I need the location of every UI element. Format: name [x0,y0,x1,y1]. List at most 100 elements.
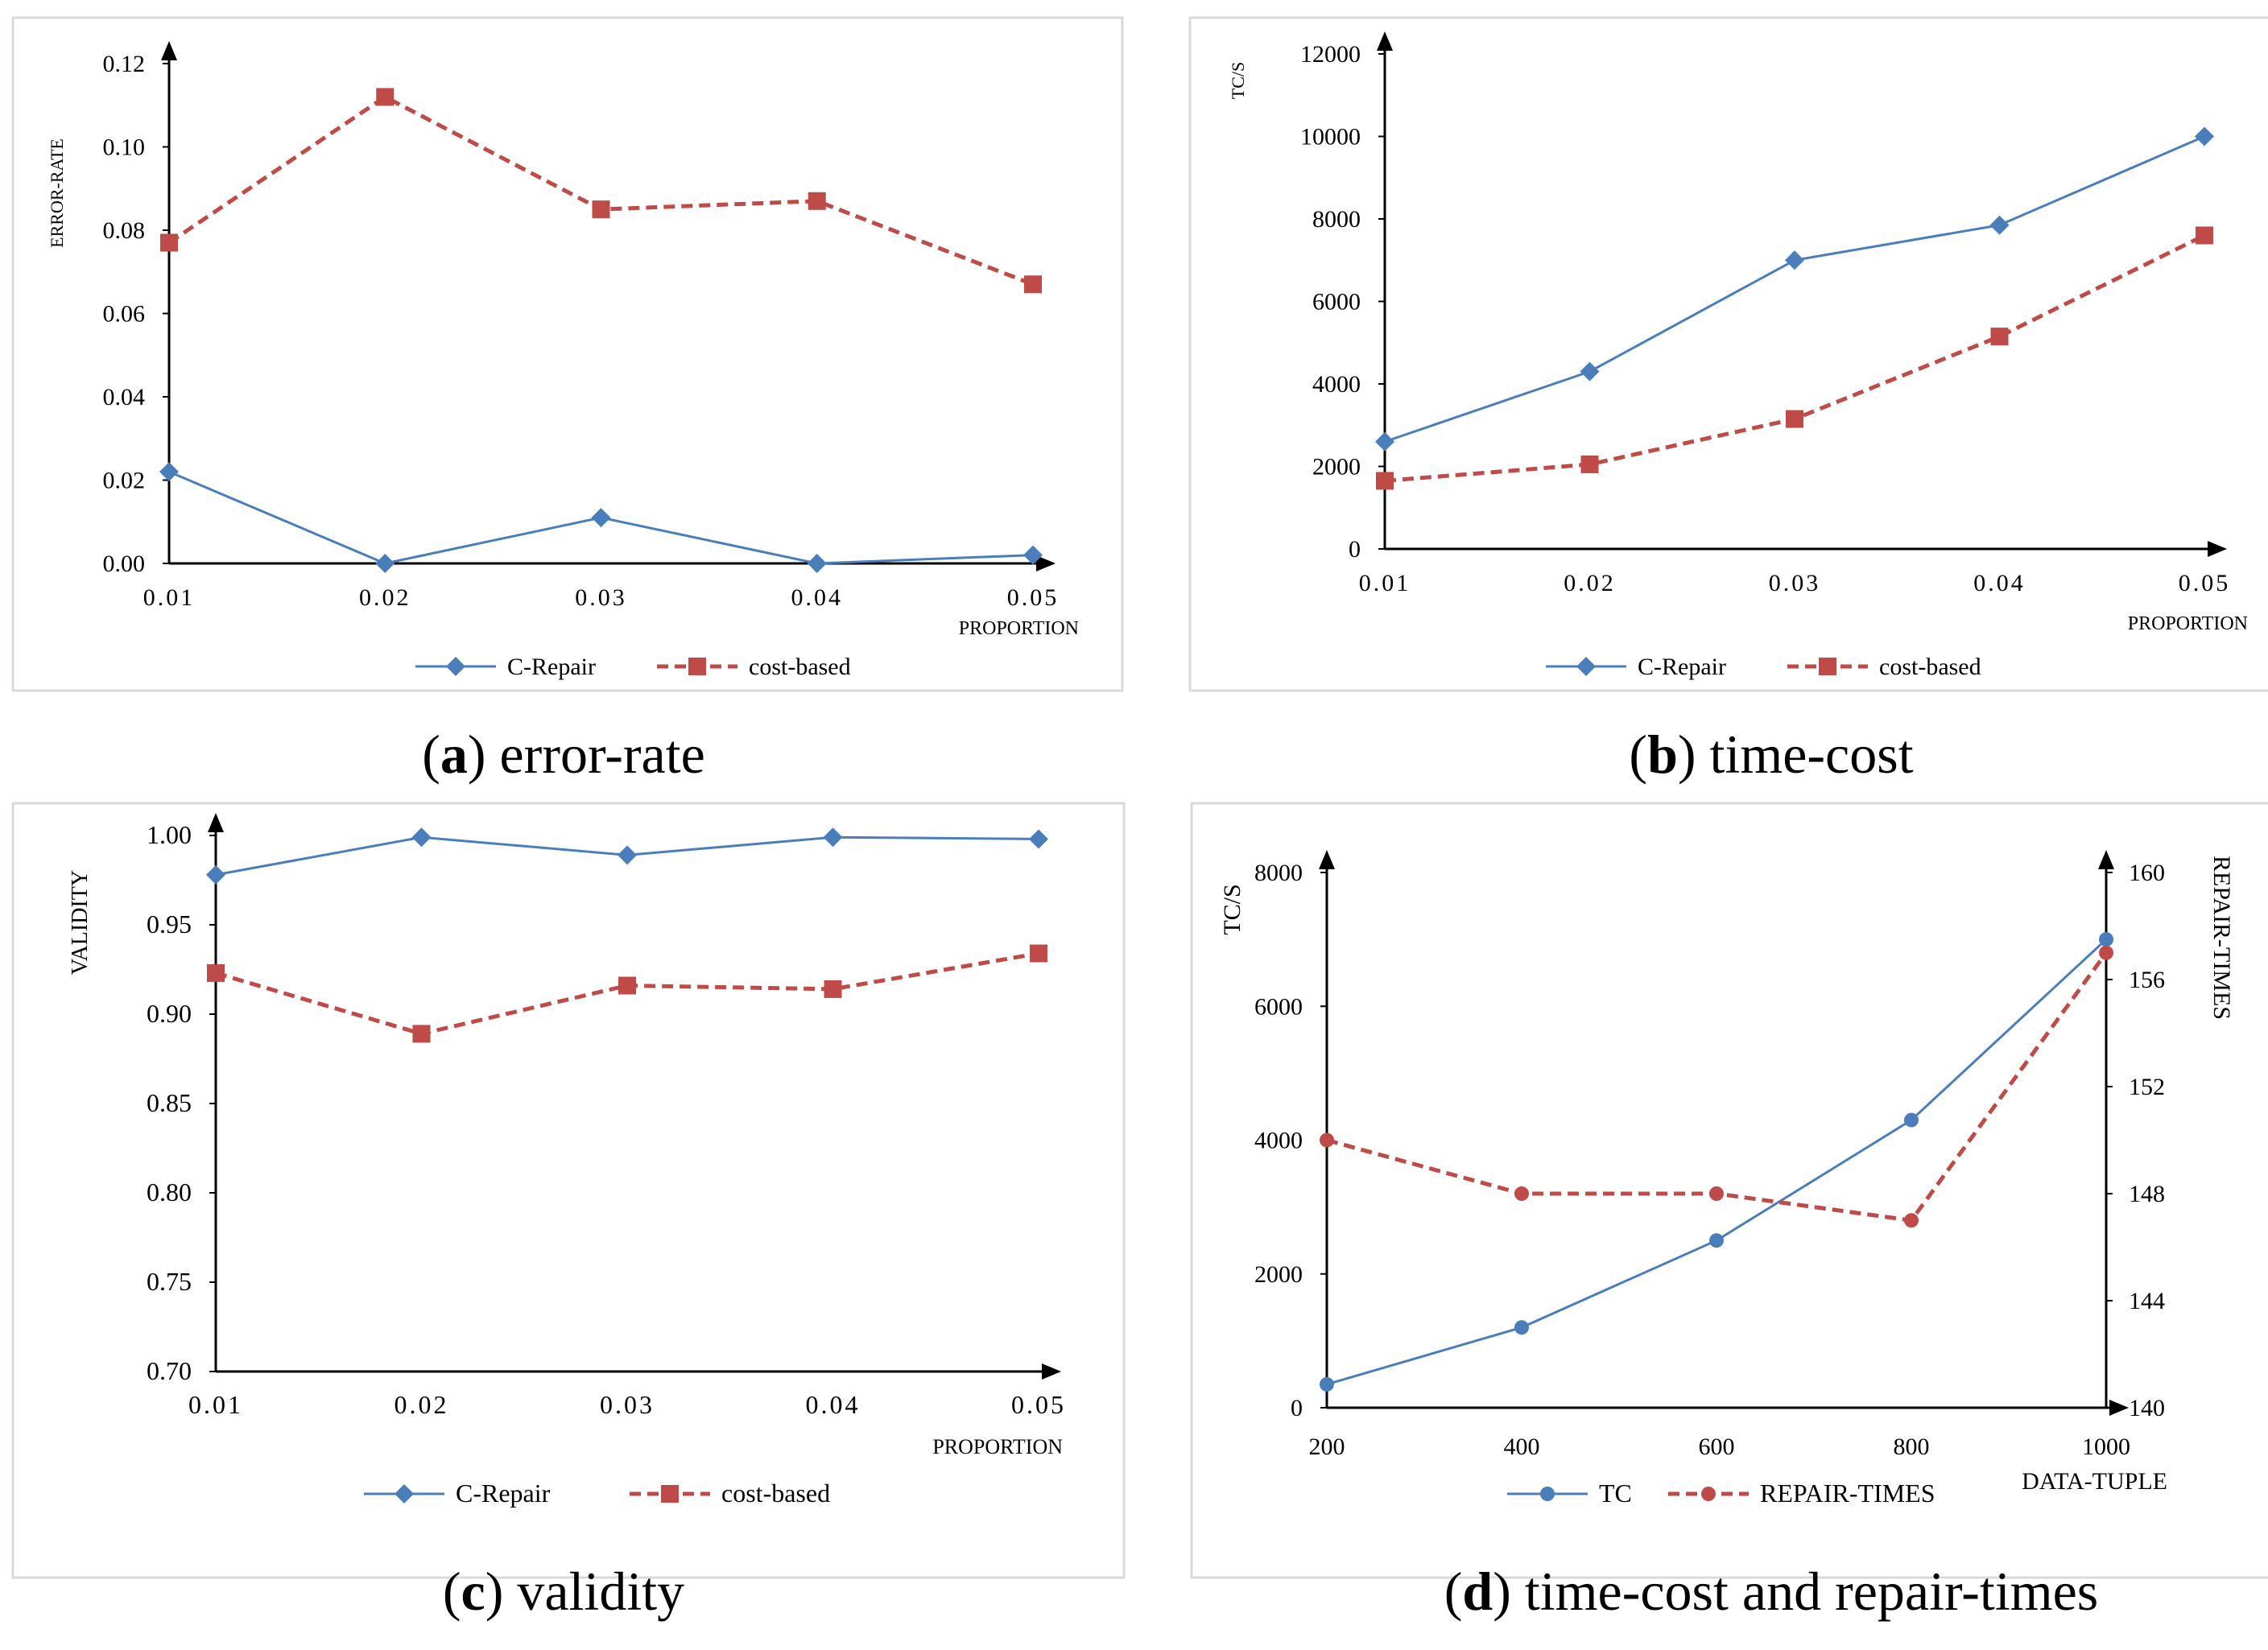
y2-tick-label: 160 [2129,860,2165,886]
y-tick-label: 8000 [1254,860,1303,886]
y-axis-title: TC/S [1228,62,1248,99]
caption-paren-open: ( [422,724,440,785]
y2-tick-label: 148 [2129,1181,2165,1207]
y-tick-label: 0.10 [103,134,146,161]
legend-item: cost-based [657,654,851,680]
chart-caption: (b) time-cost [1629,724,1913,785]
data-point [808,192,826,210]
legend-item: cost-based [1787,654,1981,680]
caption-text: time-cost [1696,724,1914,785]
data-point [159,462,179,482]
series-c-repair [159,462,1043,573]
y-tick-label: 0.70 [147,1356,192,1385]
y-tick-label: 0 [1291,1395,1303,1421]
data-point [2196,226,2213,245]
caption-paren-close: ) [1678,724,1696,785]
series-cost-based [207,944,1047,1043]
y-tick-label: 6000 [1312,289,1361,316]
data-point [160,233,178,252]
y-axis-title: ERROR-RATE [47,138,67,248]
legend-marker [1819,658,1836,675]
data-point [1024,275,1042,294]
series-line [167,94,1034,287]
y-tick-label: 0.12 [103,51,146,77]
y-tick-label: 0 [1349,536,1361,563]
y-tick-label: 0.80 [147,1178,192,1207]
data-point [375,554,395,573]
series-line [1384,233,2206,483]
data-point [1990,328,2009,346]
x-tick-label: 1000 [2082,1433,2130,1460]
y-tick-label: 12000 [1300,41,1361,68]
y-tick-label: 8000 [1312,206,1361,233]
chart-panel-d: 0 2000 4000 6000 8000 140 144 148 152 156 160 200 40… [1190,802,2268,1622]
x-axis-title: PROPORTION [2128,613,2248,634]
y-axis-arrow [1319,850,1335,869]
data-point [1514,1320,1529,1335]
y-tick-label: 4000 [1312,371,1361,398]
data-point [1786,410,1803,428]
data-point [618,976,636,995]
series-c-repair [206,827,1048,885]
data-point [1904,1112,1919,1128]
y-tick-label: 0.90 [147,999,192,1028]
chart-frame [1190,802,2268,1579]
legend-marker [1701,1487,1716,1501]
x-axis-arrow [1042,1363,1061,1380]
legend-marker [446,657,465,676]
x-tick-label: 600 [1699,1433,1735,1460]
data-point [207,963,225,982]
series-line [1384,135,2205,443]
legend-label: C-Repair [507,654,596,680]
y-tick-label: 10000 [1300,124,1361,151]
legend-item: C-Repair [1546,654,1726,680]
y-tick-label: 0.02 [103,468,146,494]
y2-tick-label: 156 [2129,967,2165,993]
caption-text: validity [503,1561,684,1622]
caption-paren-close: ) [1493,1561,1511,1622]
legend-label: REPAIR-TIMES [1760,1479,1935,1508]
x-tick-label: 0.03 [600,1390,655,1419]
series-line [1326,938,2108,1386]
y-axis-arrow [208,813,224,832]
x-tick-label: 0.04 [806,1390,861,1419]
data-point [1514,1186,1529,1201]
x-tick-label: 0.01 [188,1390,243,1419]
y-tick-label: 2000 [1254,1261,1303,1288]
caption-paren-open: ( [1629,724,1647,785]
legend-item: REPAIR-TIMES [1668,1479,1935,1508]
data-point [1375,431,1394,452]
legend-marker [661,1485,679,1503]
legend-item: TC [1507,1479,1632,1508]
caption-paren-open: ( [1444,1561,1463,1622]
legend-label: TC [1599,1479,1632,1508]
data-point [1023,545,1043,565]
x-axis-arrow [2109,1400,2129,1416]
data-point [2195,126,2214,146]
legend-item: C-Repair [415,654,596,680]
series-cost-based [160,88,1042,294]
x-tick-label: 0.02 [1564,570,1616,596]
series-cost-based [1376,226,2213,490]
x-axis-title: PROPORTION [932,1435,1063,1458]
y2-axis-arrow [2098,850,2114,869]
y-tick-label: 0.06 [103,301,146,328]
legend-label: cost-based [1879,654,1981,680]
data-point [592,200,610,219]
x-tick-label: 0.02 [359,584,411,611]
x-tick-label: 0.03 [575,584,627,611]
x-tick-label: 0.05 [2179,570,2231,596]
legend-marker [1540,1487,1555,1501]
caption-paren-close: ) [468,724,486,785]
x-tick-label: 0.03 [1769,570,1821,596]
data-point [1709,1233,1724,1248]
x-axis-arrow [2208,541,2227,557]
series-repair-times [1320,945,2113,1228]
y-tick-label: 0.04 [103,384,146,410]
chart-panel-a: 0.00 0.02 0.04 0.06 0.08 0.10 0.12 0.01 0.02 0.03… [11,16,1124,785]
chart-panel-c: 0.70 0.75 0.80 0.85 0.90 0.95 1.00 0.01 0.02 0.03… [11,802,1126,1622]
x-tick-label: 0.04 [791,584,844,611]
caption-letter: d [1462,1561,1493,1622]
chart-frame [1188,16,2268,692]
